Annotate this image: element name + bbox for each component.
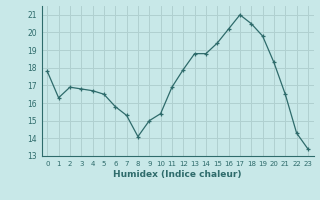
X-axis label: Humidex (Indice chaleur): Humidex (Indice chaleur) [113, 170, 242, 179]
